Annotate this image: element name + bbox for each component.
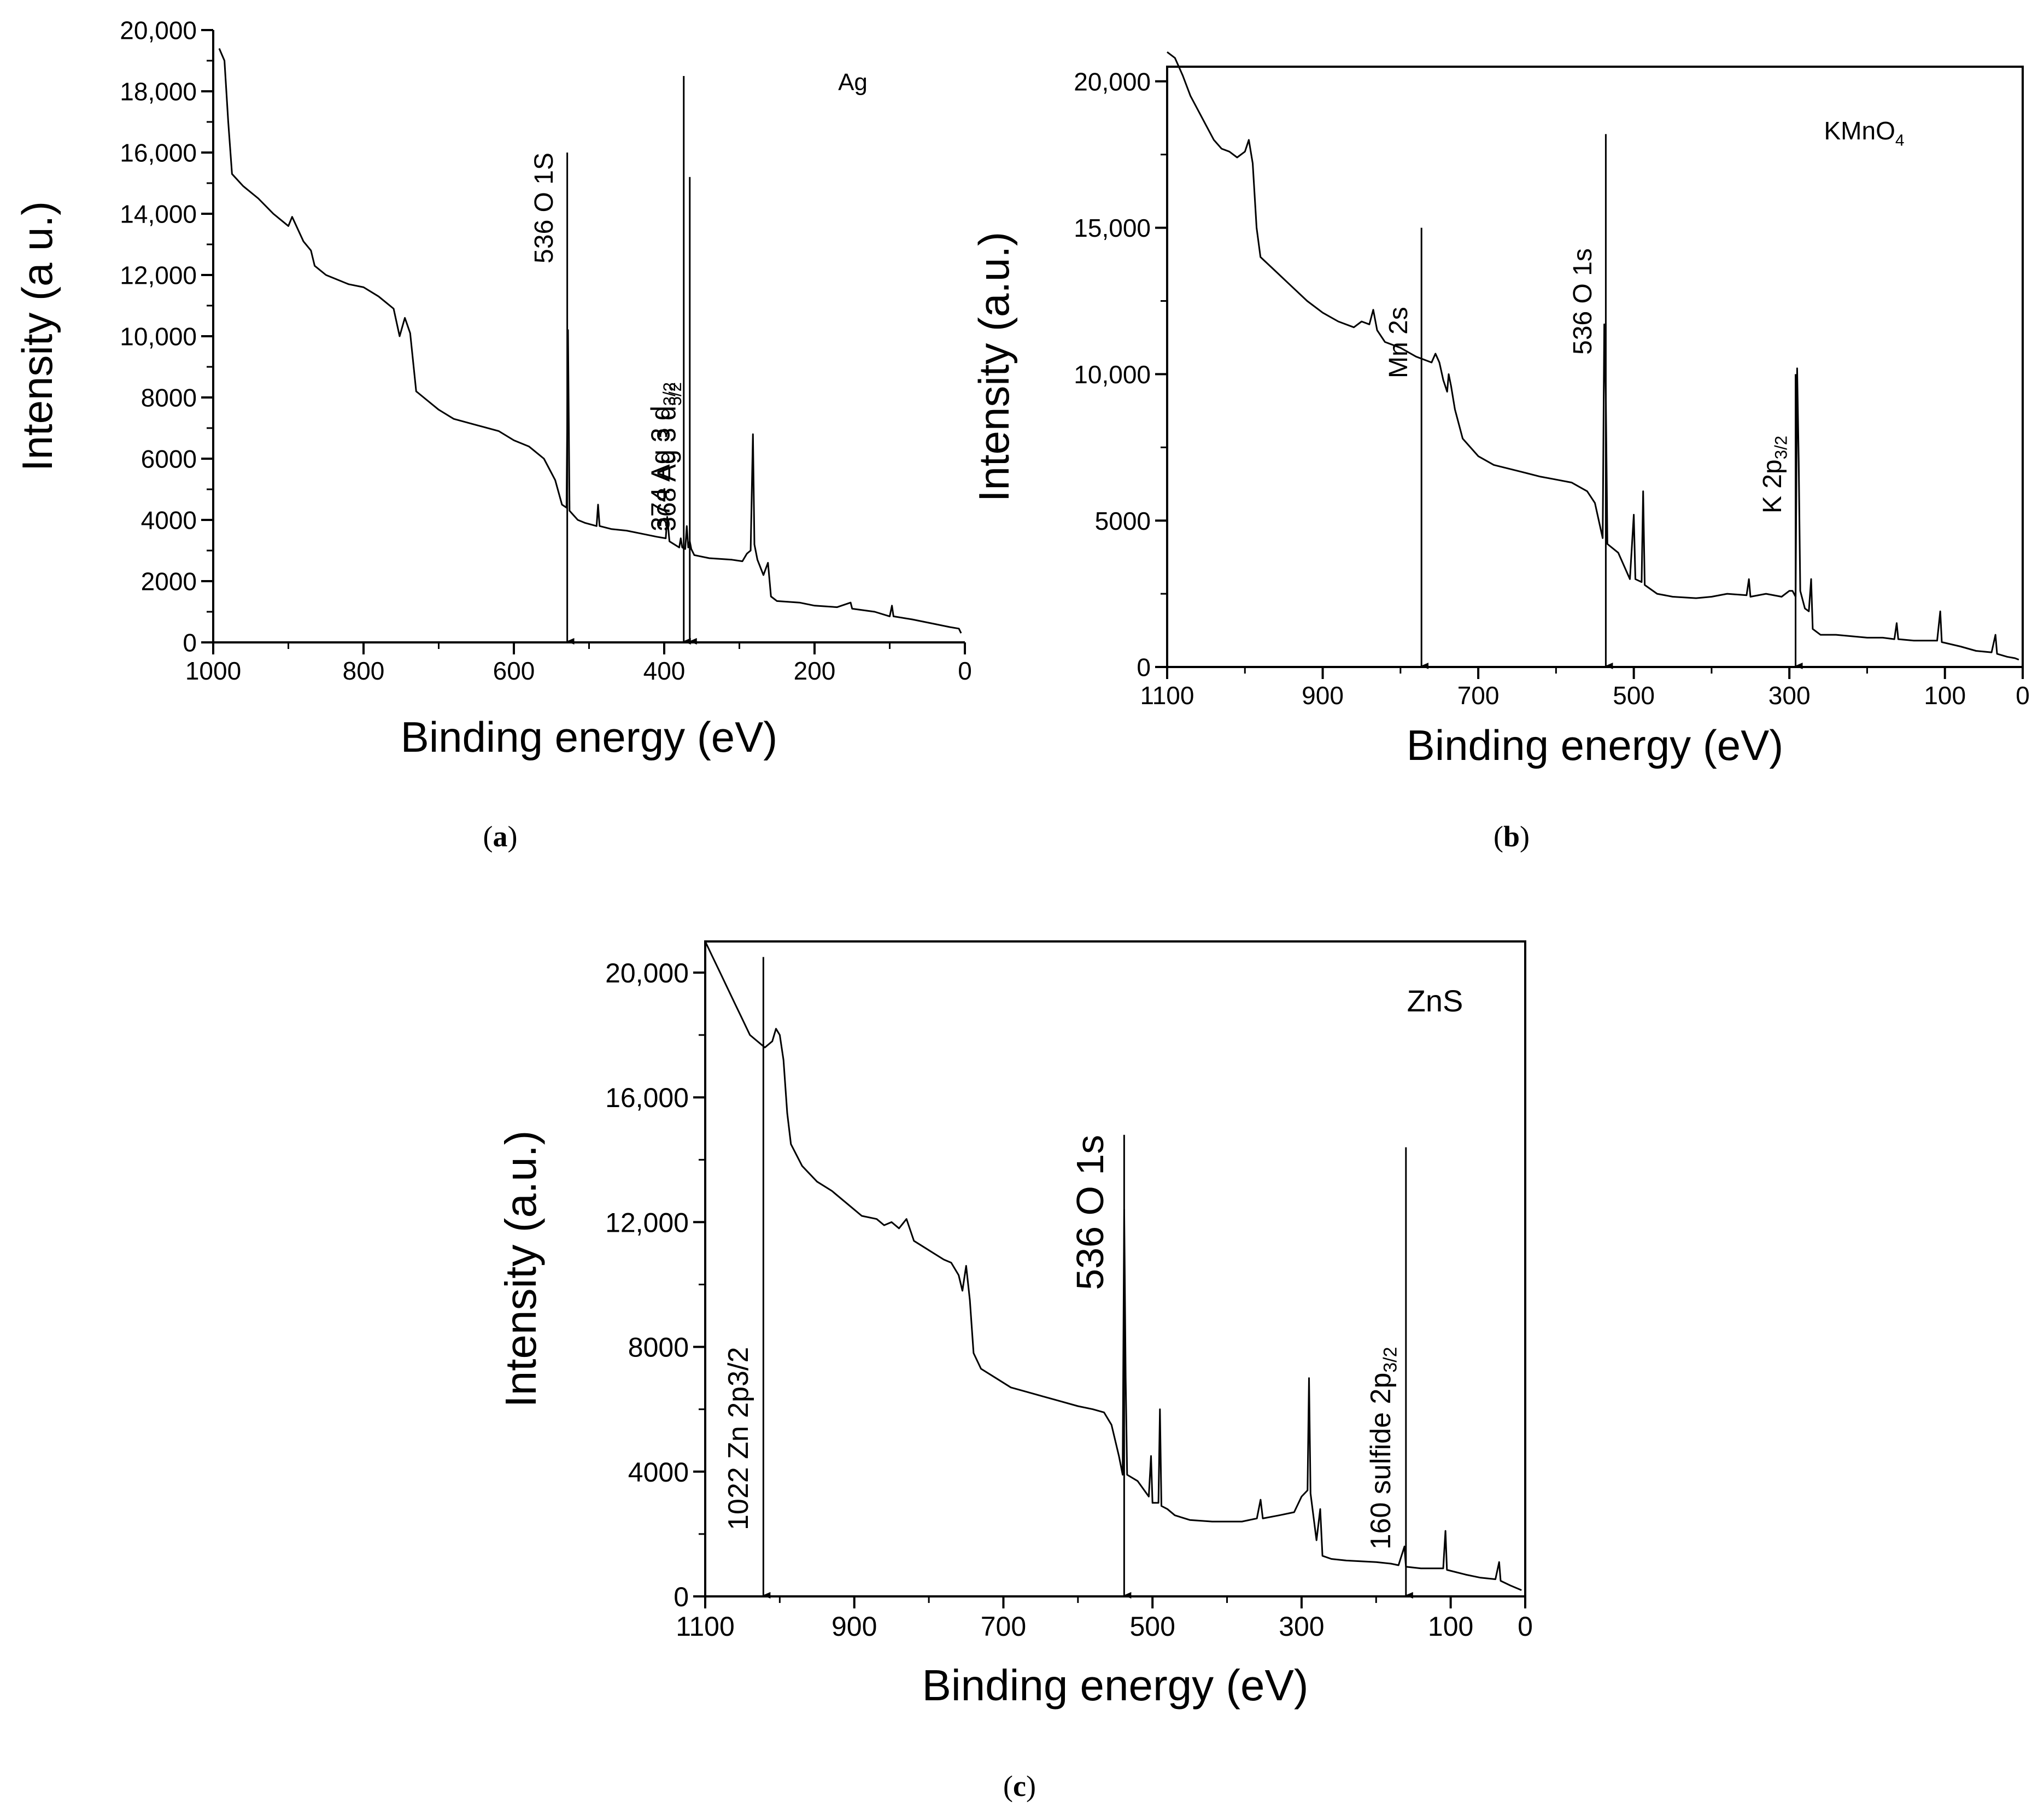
x-tick-label: 700 [981,1611,1026,1642]
x-tick-label: 100 [1428,1611,1473,1642]
y-tick-label: 8000 [141,384,197,412]
peak-annotation-label: 536 O 1s [1069,1135,1111,1290]
panel-b: 1100 900 700 500 300 100 0 0 5000 10,000 15,000 20,… [970,52,2030,769]
y-axis-title: Intensity (a u.) [13,201,61,471]
x-tick-label: 500 [1129,1611,1175,1642]
y-tick-label: 20,000 [120,16,197,45]
x-axis-title: Binding energy (eV) [922,1661,1308,1710]
x-axis-title: Binding energy (eV) [401,713,777,761]
peak-annotation-label: 368 Ag 3 d5/2 [652,382,685,531]
y-tick-label: 5000 [1095,507,1151,535]
x-tick-label: 900 [831,1611,877,1642]
peak-annotation-label: 536 O 1s [1568,248,1597,355]
x-tick-label: 400 [643,657,686,685]
y-tick-label: 18,000 [120,78,197,106]
x-tick-label: 1100 [676,1611,735,1642]
x-tick-label: 500 [1613,681,1655,710]
y-tick-label: 20,000 [605,958,689,988]
x-tick-label: 1000 [185,657,241,685]
y-tick-label: 2000 [141,567,197,596]
x-tick-label: 700 [1457,681,1500,710]
spectrum-line [705,941,1521,1590]
y-tick-label: 16,000 [605,1082,689,1113]
spectrum-line [219,49,961,634]
peak-annotation-label: Mn 2s [1384,307,1413,378]
x-tick-label: 200 [794,657,836,685]
x-axis-title: Binding energy (eV) [1407,721,1783,769]
y-tick-label: 12,000 [605,1207,689,1238]
y-tick-label: 0 [1137,653,1151,682]
y-axis-title: Intensity (a.u.) [496,1131,545,1408]
y-tick-label: 0 [183,629,197,657]
sample-label: KMnO4 [1824,116,1905,150]
x-tick-label: 300 [1279,1611,1324,1642]
panel-a-caption: (a) [483,820,518,853]
peak-annotation-label: 536 O 1S [530,153,559,264]
y-tick-label: 15,000 [1074,214,1151,242]
peak-annotation-label: 160 sulfide 2p3/2 [1365,1347,1401,1550]
y-tick-label: 10,000 [120,323,197,351]
x-tick-label: 300 [1768,681,1811,710]
y-tick-label: 6000 [141,445,197,473]
peak-annotation-label: K 2p3/2 [1758,436,1791,513]
y-tick-label: 4000 [141,506,197,535]
y-tick-label: 20,000 [1074,67,1151,96]
x-tick-label: 800 [343,657,385,685]
x-tick-label: 900 [1302,681,1344,710]
y-axis-title: Intensity (a.u.) [970,232,1018,502]
y-tick-label: 8000 [628,1332,689,1363]
panel-a: 100080060040020000200040006000800010,000… [13,16,972,761]
panel-b-caption: (b) [1494,820,1530,853]
figure: 100080060040020000200040006000800010,000… [0,0,2038,1820]
x-tick-label: 0 [2016,681,2030,710]
x-tick-label: 0 [1518,1611,1533,1642]
panel-c-caption: (c) [1003,1770,1036,1803]
y-tick-label: 14,000 [120,200,197,229]
y-tick-label: 16,000 [120,139,197,167]
y-tick-label: 4000 [628,1457,689,1488]
x-tick-label: 1100 [1140,681,1194,710]
panel-c: 1100 900 700 500 300 100 0 0 4000 8000 12,000 16,00… [496,941,1533,1710]
y-tick-label: 10,000 [1074,360,1151,389]
y-tick-label: 12,000 [120,261,197,290]
sample-label: Ag [838,69,868,96]
peak-annotation-label: 1022 Zn 2p3/2 [723,1347,754,1530]
x-tick-label: 0 [958,657,972,685]
plot-frame [705,941,1525,1596]
x-tick-label: 100 [1924,681,1966,710]
plot-frame [1167,67,2023,667]
y-tick-label: 0 [674,1582,689,1612]
x-tick-label: 600 [493,657,535,685]
sample-label: ZnS [1407,984,1463,1018]
